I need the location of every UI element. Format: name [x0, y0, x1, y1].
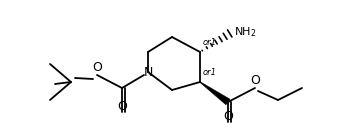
Text: O: O — [117, 100, 127, 113]
Text: NH$_2$: NH$_2$ — [234, 25, 257, 39]
Text: or1: or1 — [203, 67, 217, 76]
Text: O: O — [223, 110, 233, 123]
Text: O: O — [92, 61, 102, 74]
Polygon shape — [200, 82, 230, 105]
Text: or1: or1 — [203, 38, 217, 46]
Text: N: N — [143, 66, 153, 79]
Text: O: O — [250, 74, 260, 87]
